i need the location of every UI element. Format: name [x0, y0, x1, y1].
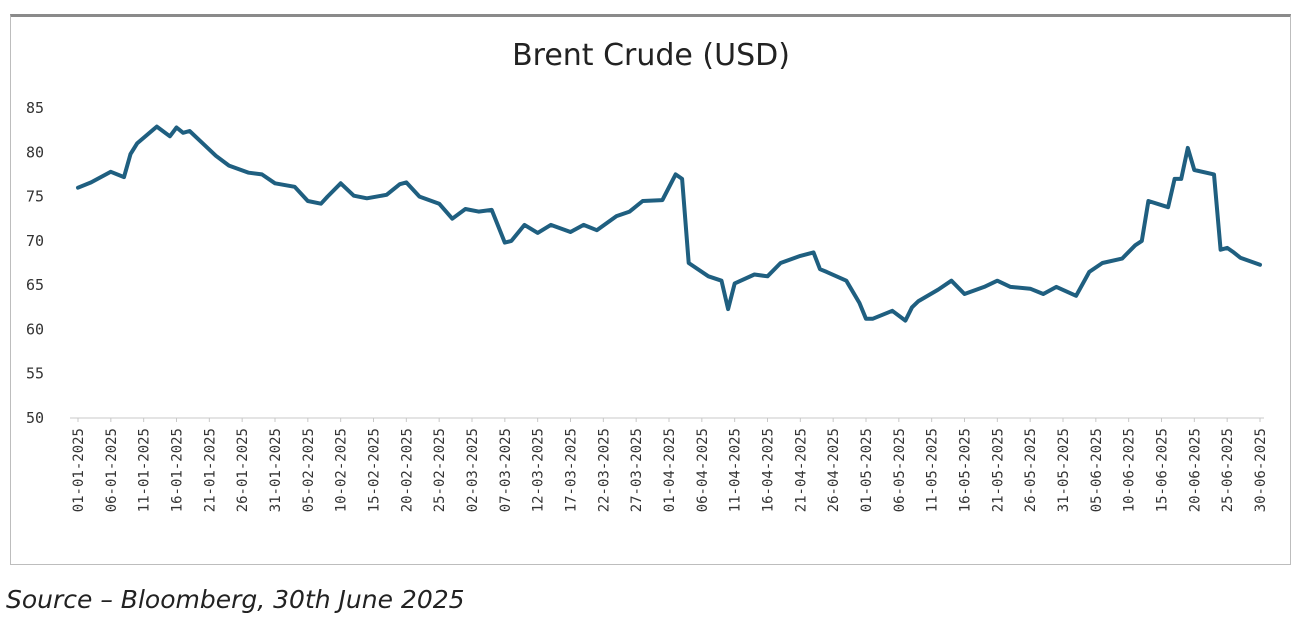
x-tick-label: 07-03-2025	[498, 428, 514, 512]
x-tick-label: 26-05-2025	[1023, 428, 1039, 512]
y-tick-label: 75	[26, 188, 44, 206]
y-tick-label: 85	[26, 99, 44, 117]
source-note: Source – Bloomberg, 30th June 2025	[6, 585, 465, 614]
y-axis: 50 55 60 65 70 75 80 85	[26, 99, 44, 427]
x-tick-label: 26-04-2025	[826, 428, 842, 512]
x-tick-label: 20-06-2025	[1187, 428, 1203, 512]
y-tick-label: 65	[26, 276, 44, 294]
x-tick-label: 01-04-2025	[662, 428, 678, 512]
x-tick-label: 15-02-2025	[367, 428, 383, 512]
x-tick-label: 11-01-2025	[137, 428, 153, 512]
x-tick-label: 27-03-2025	[629, 428, 645, 512]
x-tick-label: 31-05-2025	[1056, 428, 1072, 512]
x-tick-label: 22-03-2025	[596, 428, 612, 512]
x-tick-label: 01-01-2025	[71, 428, 87, 512]
x-tick-label: 20-02-2025	[399, 428, 415, 512]
x-tick-label: 16-01-2025	[170, 428, 186, 512]
x-tick-label: 01-05-2025	[859, 428, 875, 512]
x-tick-label: 21-05-2025	[990, 428, 1006, 512]
x-tick-label: 06-01-2025	[104, 428, 120, 512]
x-tick-label: 05-02-2025	[301, 428, 317, 512]
x-tick-label: 02-03-2025	[465, 428, 481, 512]
x-tick-label: 25-06-2025	[1220, 428, 1236, 512]
x-tick-label: 17-03-2025	[564, 428, 580, 512]
chart-frame	[10, 14, 1291, 565]
x-axis: 01-01-2025 06-01-2025 11-01-2025 16-01-2025…	[70, 417, 1269, 512]
x-tick-label: 10-06-2025	[1122, 428, 1138, 512]
x-tick-label: 11-05-2025	[925, 428, 941, 512]
y-tick-label: 50	[26, 409, 44, 427]
x-tick-label: 10-02-2025	[334, 428, 350, 512]
x-tick-label: 26-01-2025	[235, 428, 251, 512]
x-tick-label: 25-02-2025	[432, 428, 448, 512]
x-tick-label: 12-03-2025	[531, 428, 547, 512]
x-tick-label: 21-01-2025	[202, 428, 218, 512]
y-tick-label: 70	[26, 232, 44, 250]
x-tick-label: 05-06-2025	[1089, 428, 1105, 512]
x-tick-label: 31-01-2025	[268, 428, 284, 512]
x-tick-label: 30-06-2025	[1253, 428, 1269, 512]
x-tick-label: 06-05-2025	[892, 428, 908, 512]
x-tick-label: 16-05-2025	[958, 428, 974, 512]
x-tick-label: 21-04-2025	[793, 428, 809, 512]
x-tick-label: 06-04-2025	[695, 428, 711, 512]
x-tick-label: 16-04-2025	[761, 428, 777, 512]
plot-area	[76, 124, 1262, 323]
series-line	[76, 124, 1262, 323]
chart-title: Brent Crude (USD)	[512, 38, 790, 73]
y-tick-label: 60	[26, 320, 44, 338]
x-tick-label: 15-06-2025	[1155, 428, 1171, 512]
x-tick-label: 11-04-2025	[728, 428, 744, 512]
y-tick-label: 55	[26, 365, 44, 383]
y-tick-label: 80	[26, 143, 44, 161]
